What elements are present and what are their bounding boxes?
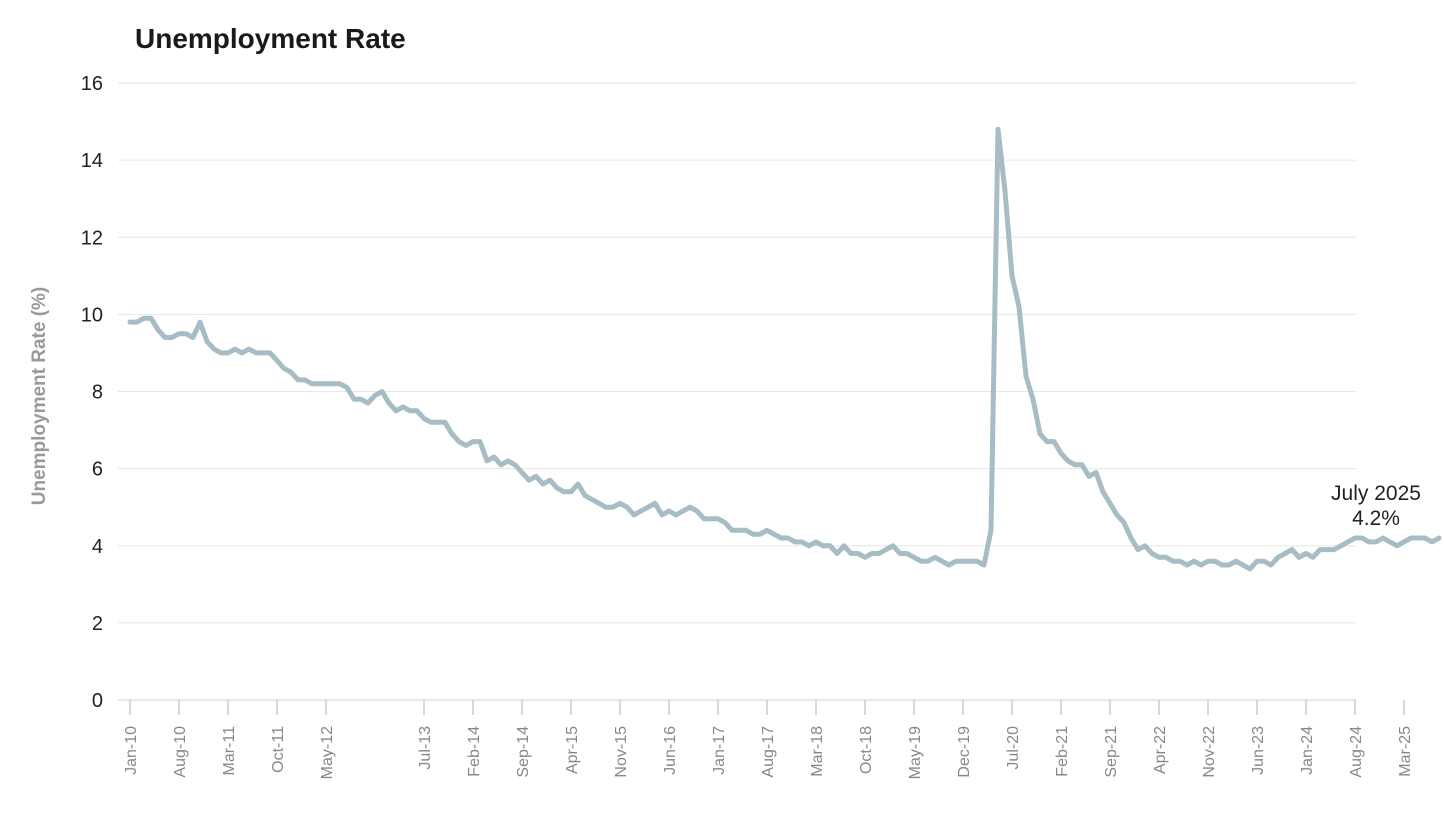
x-tick-label: Aug-24: [1348, 726, 1365, 778]
annotation-date: July 2025: [1331, 482, 1421, 505]
x-tick-label: Oct-11: [270, 726, 287, 773]
x-tick-label: Jan-24: [1299, 726, 1316, 775]
x-tick-label: May-19: [907, 726, 924, 779]
y-tick-label: 8: [92, 382, 103, 404]
x-tick-label: Jul-20: [1005, 726, 1022, 770]
series-group: [127, 126, 1442, 572]
series-line-0: [127, 126, 1442, 572]
x-tick-label: Dec-19: [956, 726, 973, 778]
y-tick-label: 10: [81, 304, 103, 326]
y-axis-ticks: 0 2 4 6 8 10 12 14 16: [81, 73, 103, 712]
x-tick-label: Feb-14: [466, 726, 483, 777]
x-tick-label: May-12: [319, 726, 336, 779]
x-tick-label: Mar-25: [1397, 726, 1414, 777]
x-tick-label: Jul-13: [417, 726, 434, 770]
x-tick-label: Sep-14: [515, 726, 532, 778]
gridlines: [118, 82, 1356, 624]
y-tick-label: 6: [92, 459, 103, 481]
x-tick-label: Jan-10: [123, 726, 140, 775]
x-tick-label: Mar-18: [809, 726, 826, 777]
y-tick-label: 0: [92, 690, 103, 712]
x-tick-label: Jun-16: [662, 726, 679, 775]
x-tick-label: Nov-22: [1201, 726, 1218, 778]
x-tick-label: Apr-22: [1152, 726, 1169, 774]
chart-title: Unemployment Rate: [135, 23, 406, 54]
y-tick-label: 16: [81, 73, 103, 95]
x-tick-label: Mar-11: [221, 726, 238, 776]
x-tick-label: Aug-17: [760, 726, 777, 778]
y-tick-label: 14: [81, 150, 103, 172]
x-tick-label: Oct-18: [858, 726, 875, 774]
y-axis-label: Unemployment Rate (%): [29, 287, 50, 506]
x-tick-label: Aug-10: [172, 726, 189, 778]
x-tick-label: Nov-15: [613, 726, 630, 778]
x-tick-label: Sep-21: [1103, 726, 1120, 778]
x-tick-label: Feb-21: [1054, 726, 1071, 777]
x-axis-ticks: Jan-10 Aug-10 Mar-11 Oct-11 May-12 Jul-13 Feb-…: [123, 700, 1414, 779]
y-tick-label: 2: [92, 613, 103, 635]
y-tick-label: 4: [92, 536, 103, 558]
x-tick-label: Apr-15: [564, 726, 581, 774]
x-tick-label: Jan-17: [711, 726, 728, 775]
x-tick-label: Jun-23: [1250, 726, 1267, 775]
annotation-value: 4.2%: [1352, 507, 1400, 530]
y-tick-label: 12: [81, 227, 103, 249]
